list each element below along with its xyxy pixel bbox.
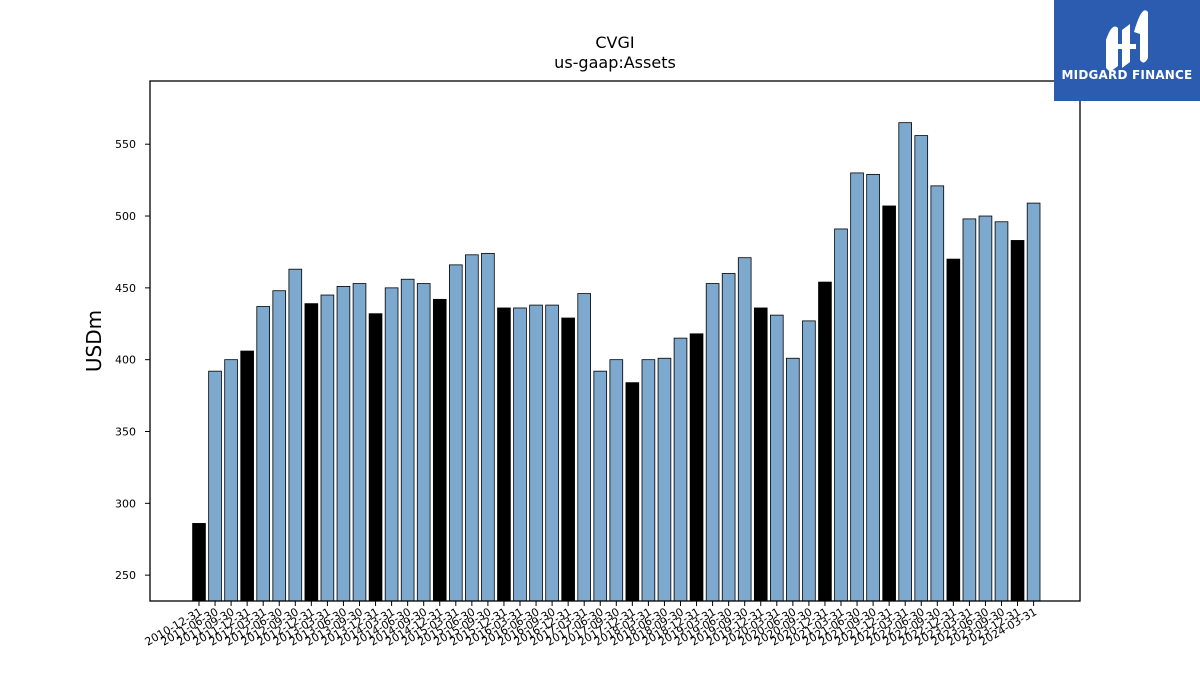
bar-2014-12-31 xyxy=(432,298,447,602)
bar-2019-03-31 xyxy=(705,283,720,602)
y-tick-label: 250 xyxy=(115,569,136,582)
bar-2022-09-30 xyxy=(930,185,945,602)
bar-2014-06-30 xyxy=(400,278,415,602)
bar-2017-03-31 xyxy=(577,293,591,602)
y-tick-label: 350 xyxy=(115,425,136,438)
bar-2020-06-30 xyxy=(786,357,800,602)
bar-2011-09-30 xyxy=(224,359,238,602)
bar-2013-06-30 xyxy=(336,286,351,602)
logo-text: MIDGARD FINANCE xyxy=(1061,68,1193,82)
bar-2010-12-31 xyxy=(192,523,206,602)
bar-2018-03-31 xyxy=(641,359,656,602)
bar-2016-03-31 xyxy=(513,307,527,602)
bar-2016-09-30 xyxy=(545,304,559,602)
bar-2014-03-31 xyxy=(384,287,399,602)
bar-2013-09-30 xyxy=(352,283,367,602)
bar-2016-12-31 xyxy=(561,317,575,602)
plot-frame xyxy=(149,80,1081,602)
bar-2023-06-30 xyxy=(978,215,993,602)
bar-2022-12-31 xyxy=(946,258,961,602)
bar-2024-03-31 xyxy=(1026,202,1041,602)
bar-2014-09-30 xyxy=(416,283,431,602)
y-tick-label: 450 xyxy=(115,282,136,295)
bar-2013-12-31 xyxy=(368,313,383,602)
bar-2017-12-31 xyxy=(625,382,640,602)
bar-2016-06-30 xyxy=(529,304,543,602)
bar-2023-09-30 xyxy=(994,221,1009,602)
bar-2018-09-30 xyxy=(673,337,688,602)
bar-2020-03-31 xyxy=(770,314,784,602)
brand-logo: MIDGARD FINANCE xyxy=(1054,0,1200,101)
bar-2022-03-31 xyxy=(898,122,912,602)
bar-2012-03-31 xyxy=(256,306,270,602)
bar-2011-12-31 xyxy=(240,350,254,602)
bar-2018-06-30 xyxy=(657,357,672,602)
bar-2021-03-31 xyxy=(834,228,848,602)
bar-2023-12-31 xyxy=(1010,240,1025,602)
bar-2015-09-30 xyxy=(481,252,495,602)
bars-group xyxy=(192,122,1041,602)
y-axis-label: USDm xyxy=(82,310,106,372)
bar-2021-06-30 xyxy=(850,172,864,602)
midgard-logo-icon xyxy=(1106,10,1148,72)
y-tick-label: 550 xyxy=(115,138,136,151)
y-tick-label: 300 xyxy=(115,497,136,510)
y-tick-label: 500 xyxy=(115,210,136,223)
bar-2020-12-31 xyxy=(818,281,832,602)
bar-2013-03-31 xyxy=(320,294,335,602)
bar-2012-06-30 xyxy=(272,290,287,602)
bar-2019-06-30 xyxy=(721,273,736,602)
bar-2012-12-31 xyxy=(304,303,319,602)
bar-2023-03-31 xyxy=(962,218,977,602)
bar-2022-06-30 xyxy=(914,135,929,602)
bar-2019-12-31 xyxy=(753,307,768,602)
bar-2015-06-30 xyxy=(465,254,479,602)
bar-2021-12-31 xyxy=(882,205,896,602)
bar-2018-12-31 xyxy=(689,333,704,602)
chart-title: CVGI xyxy=(595,33,634,52)
x-axis: 2010-12-312011-06-302011-09-302011-12-31… xyxy=(143,601,1039,649)
bar-2017-06-30 xyxy=(593,370,608,602)
bar-2021-09-30 xyxy=(866,173,880,602)
bar-2012-09-30 xyxy=(288,268,303,602)
bar-2011-06-30 xyxy=(208,370,222,602)
bar-2015-03-31 xyxy=(448,264,463,602)
bar-2015-12-31 xyxy=(497,307,511,602)
bar-2019-09-30 xyxy=(737,257,752,602)
y-tick-label: 400 xyxy=(115,354,136,367)
y-axis: 250 300 350 400 450 500 550 xyxy=(115,138,150,582)
bar-2017-09-30 xyxy=(609,359,624,602)
chart-subtitle: us-gaap:Assets xyxy=(554,53,676,72)
bar-2020-09-30 xyxy=(802,320,816,602)
